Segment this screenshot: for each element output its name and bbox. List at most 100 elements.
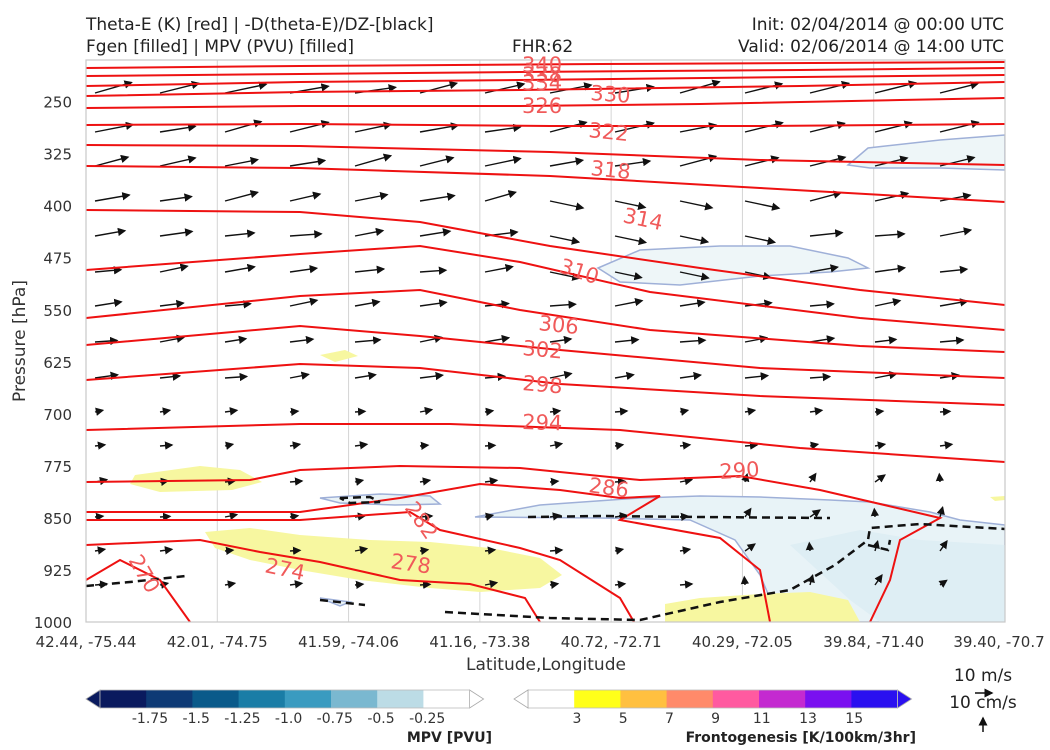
wind-key-vertical: 10 cm/s	[949, 693, 1017, 713]
wind-vector	[289, 512, 300, 521]
colorbar-tick-label: 9	[711, 711, 720, 727]
x-axis-label: Latitude,Longitude	[466, 655, 626, 675]
wind-vector	[224, 81, 268, 94]
wind-vector	[354, 407, 367, 416]
wind-vector	[614, 371, 635, 381]
wind-vector	[549, 580, 560, 589]
contour-label-322: 322	[587, 118, 629, 146]
wind-vector	[484, 512, 495, 521]
colorbar-tick-label: 3	[573, 711, 582, 727]
colorbar-frame	[99, 689, 471, 709]
wind-vector	[741, 472, 750, 483]
contour-label-330: 330	[590, 81, 632, 108]
wind-vector	[809, 190, 843, 202]
wind-vector	[354, 191, 389, 202]
wind-vector	[224, 229, 256, 238]
forecast-hour: FHR:62	[512, 37, 574, 57]
wind-vector	[679, 476, 694, 486]
y-tick-label: 775	[43, 458, 72, 476]
wind-vector	[805, 541, 815, 552]
wind-vector	[614, 157, 652, 167]
colorbar-tick-label: -1.25	[224, 711, 260, 727]
wind-vector	[549, 271, 581, 281]
colorbar-segment	[238, 690, 286, 708]
wind-vector	[94, 121, 135, 133]
wind-vector	[614, 297, 644, 307]
y-tick-label: 475	[43, 250, 72, 268]
colorbar-segment	[620, 690, 668, 708]
wind-vector	[484, 477, 499, 486]
colorbar-title: Frontogenesis [K/100km/3hr]	[686, 730, 916, 746]
wind-vector	[159, 123, 197, 133]
wind-vector	[939, 81, 980, 94]
wind-vector	[484, 263, 514, 273]
wind-vector	[484, 155, 522, 167]
wind-vector	[874, 407, 885, 417]
wind-vector	[94, 154, 130, 167]
wind-vector	[224, 511, 239, 521]
wind-vector	[939, 192, 972, 202]
contour-label-306: 306	[537, 311, 579, 339]
wind-vector	[224, 156, 259, 167]
contour-label-294: 294	[522, 410, 563, 435]
title-line-2: Fgen [filled] | MPV (PVU) [filled]	[86, 37, 355, 57]
wind-vector	[419, 122, 460, 133]
wind-vector	[159, 407, 172, 416]
wind-vector	[419, 228, 452, 237]
wind-vector	[159, 228, 194, 237]
wind-vector	[549, 370, 573, 380]
wind-vector	[224, 407, 239, 416]
wind-vector	[484, 441, 497, 450]
wind-vector	[224, 372, 249, 382]
colorbar-tick-label: -1.5	[183, 711, 210, 727]
y-tick-label: 700	[43, 406, 72, 424]
wind-vectors	[94, 79, 980, 590]
x-axis-ticks: 42.44, -75.44 42.01, -74.75 41.59, -74.06 4…	[36, 633, 1045, 651]
wind-vector	[809, 407, 824, 416]
wind-vector	[549, 407, 562, 416]
wind-vector	[224, 441, 235, 450]
wind-vector	[289, 230, 323, 239]
colorbar-extend-left	[513, 689, 529, 709]
colorbar-extend-left	[85, 689, 101, 709]
wind-vector	[870, 507, 880, 518]
wind-vector	[159, 334, 186, 343]
wind-vector	[614, 200, 647, 211]
wind-vector	[614, 546, 625, 555]
contour-label-278: 278	[389, 549, 432, 578]
wind-vector	[809, 300, 835, 309]
wind-vector	[743, 507, 752, 518]
wind-vector	[874, 371, 898, 380]
wind-vector	[679, 336, 707, 345]
wind-vector	[874, 298, 902, 307]
colorbar-tick-label: 11	[753, 711, 771, 727]
x-tick-label: 42.01, -74.75	[167, 633, 268, 651]
wind-vector	[744, 372, 770, 381]
wind-vector	[289, 265, 319, 274]
colorbar-segment	[100, 690, 147, 708]
wind-vector	[354, 227, 385, 237]
wind-vector	[809, 229, 844, 238]
wind-vector	[159, 372, 182, 381]
wind-vector	[549, 477, 560, 487]
wind-vector	[936, 505, 945, 518]
wind-vector	[874, 264, 907, 273]
colorbar-segment	[759, 690, 806, 708]
contour-label-326: 326	[522, 94, 562, 118]
plot-frame	[85, 59, 1006, 623]
wind-vector	[484, 579, 499, 589]
wind-vector	[289, 157, 327, 167]
y-tick-label: 625	[43, 354, 72, 372]
wind-key-horizontal: 10 m/s	[954, 666, 1012, 686]
wind-vector	[289, 407, 300, 417]
wind-vector	[679, 235, 710, 245]
x-tick-label: 41.16, -73.38	[429, 633, 530, 651]
colorbar-segment	[851, 690, 899, 708]
wind-vector	[939, 265, 969, 275]
wind-vector	[419, 192, 456, 202]
colorbar-segment	[284, 690, 332, 708]
theta-e-contour-labels: 340 338 334 330 326 322 318 314 310 306 …	[124, 53, 761, 597]
wind-vector	[289, 477, 304, 486]
colorbar-tick-label: 5	[619, 711, 628, 727]
